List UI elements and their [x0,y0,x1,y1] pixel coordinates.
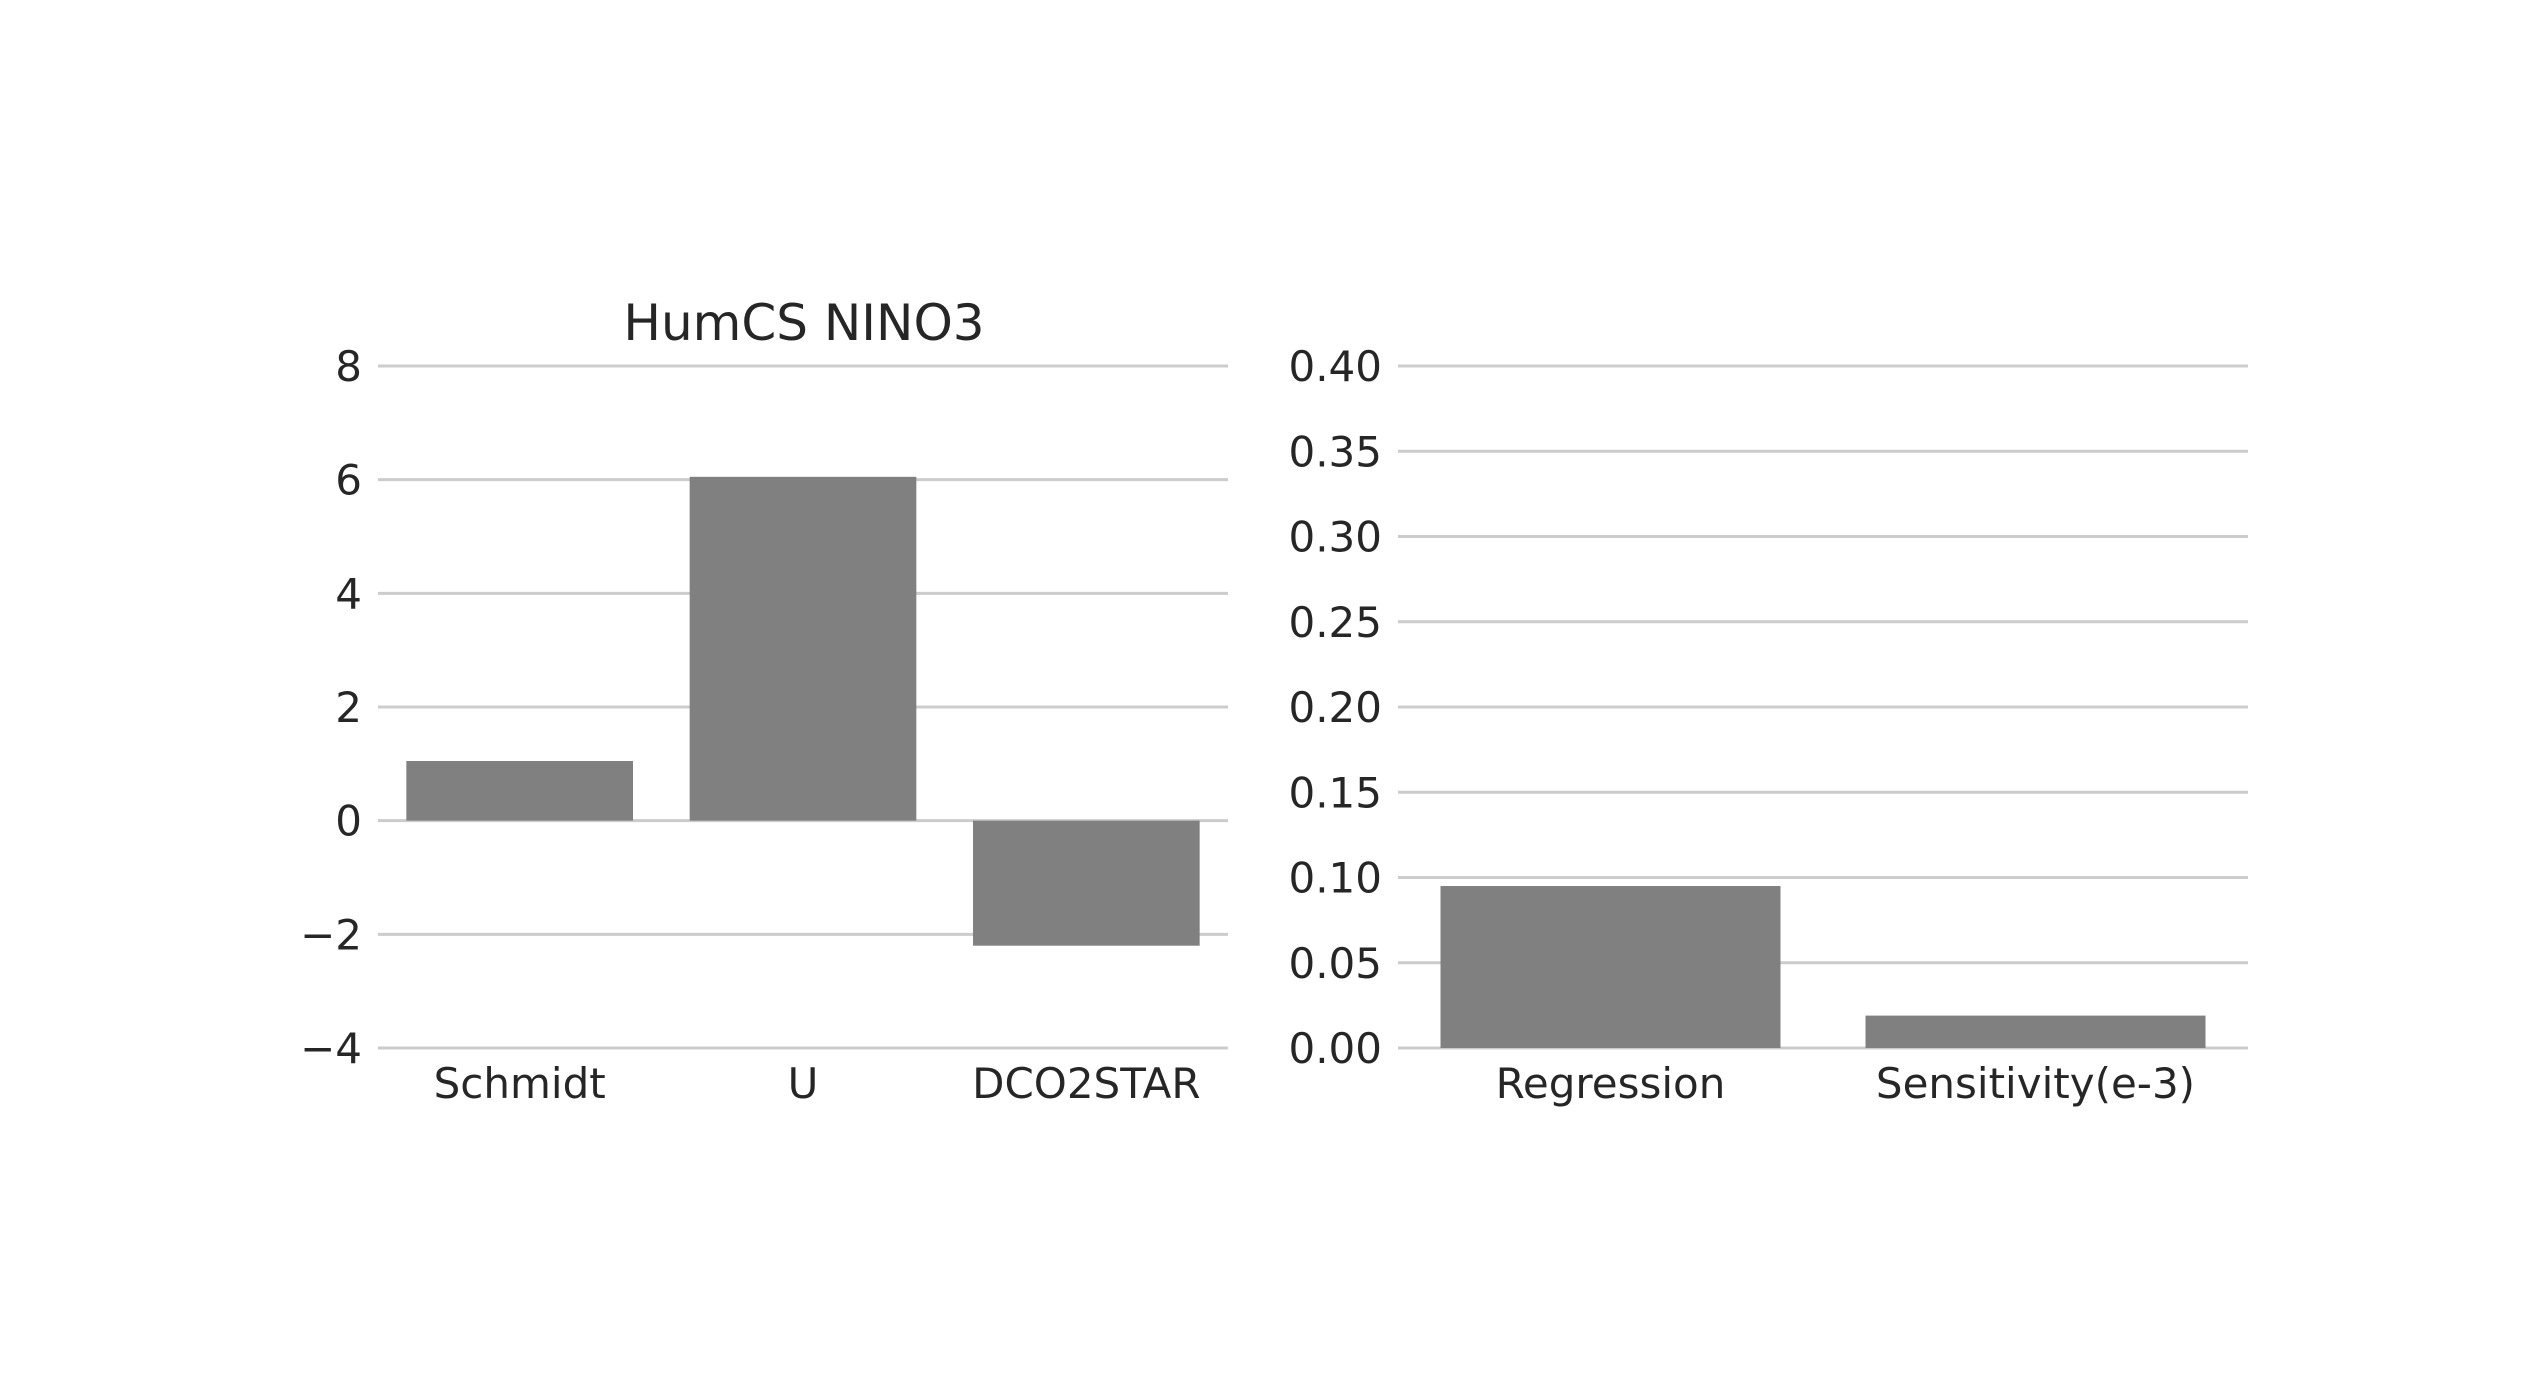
chart-left-yticks: −4 −2 0 2 4 6 8 [300,342,362,1073]
left-ytick-label: 6 [335,456,362,505]
right-bar-regression [1440,886,1781,1048]
left-ytick-label: 8 [335,342,362,391]
right-ytick-label: 0.05 [1288,939,1382,988]
chart-right: 0.00 0.05 0.10 0.15 0.20 0.25 0.30 0.35 0.40 Reg… [1288,342,2248,1108]
left-bar-u [689,476,917,821]
left-bar-schmidt [406,760,633,821]
left-ytick-label: 0 [335,797,362,846]
left-xtick-label: DCO2STAR [972,1059,1200,1108]
left-ytick-label: 2 [335,683,362,732]
chart-left-title: HumCS NINO3 [623,294,984,352]
left-xtick-label: Schmidt [434,1059,606,1108]
chart-right-yticks: 0.00 0.05 0.10 0.15 0.20 0.25 0.30 0.35 0.40 [1288,342,1382,1073]
chart-right-bars [1440,886,2206,1048]
left-bar-dco2star [973,820,1200,946]
chart-left-bars [406,476,1200,946]
chart-right-xticks: Regression Sensitivity(e-3) [1496,1059,2195,1108]
right-ytick-label: 0.00 [1288,1024,1382,1073]
right-xtick-label: Regression [1496,1059,1726,1108]
right-ytick-label: 0.30 [1288,513,1382,562]
right-ytick-label: 0.40 [1288,342,1382,391]
right-ytick-label: 0.15 [1288,768,1382,817]
chart-left-xticks: Schmidt U DCO2STAR [434,1059,1201,1108]
right-ytick-label: 0.20 [1288,683,1382,732]
left-ytick-label: 4 [335,569,362,618]
right-xtick-label: Sensitivity(e-3) [1876,1059,2195,1108]
left-xtick-label: U [788,1059,819,1108]
chart-right-grid [1398,364,2248,1050]
right-ytick-label: 0.25 [1288,598,1382,647]
chart-left: −4 −2 0 2 4 6 8 Schmidt U DCO2STAR HumCS NINO3 [300,294,1228,1108]
right-bar-sensitivity-e-3- [1865,1015,2206,1048]
left-ytick-label: −4 [300,1024,362,1073]
right-ytick-label: 0.35 [1288,427,1382,476]
left-ytick-label: −2 [300,910,362,959]
right-ytick-label: 0.10 [1288,854,1382,903]
